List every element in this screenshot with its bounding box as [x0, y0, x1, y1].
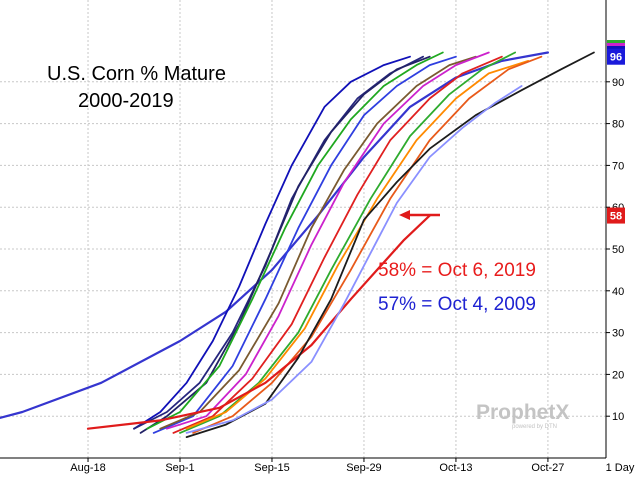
series-line-11 — [185, 60, 530, 430]
series-line-1 — [0, 51, 550, 420]
chart-subtitle: 2000-2019 — [78, 90, 174, 112]
y-tick-label: 70 — [612, 160, 624, 172]
series-line-4 — [139, 55, 431, 434]
series-line-6 — [152, 55, 457, 434]
axis-color-chip — [607, 40, 625, 43]
series-lines — [0, 51, 595, 439]
series-line-7 — [159, 55, 477, 430]
y-tick-label: 90 — [612, 77, 624, 89]
gridlines — [0, 0, 606, 458]
y-tick-label: 30 — [612, 328, 624, 340]
y-tick-label: 80 — [612, 119, 624, 131]
y-tick-label: 50 — [612, 244, 624, 256]
x-tick-label: Oct-13 — [439, 462, 472, 474]
axis-badge — [607, 48, 625, 65]
arrow-annotation — [399, 210, 440, 220]
axis-badge-label: 58 — [610, 211, 622, 223]
annotation-2019: 58% = Oct 6, 2019 — [378, 260, 536, 281]
series-line-10 — [179, 51, 516, 434]
series-line-9 — [172, 55, 503, 434]
y-tick-label: 40 — [612, 286, 624, 298]
annotation-2009: 57% = Oct 4, 2009 — [378, 294, 536, 315]
series-line-15 — [185, 85, 523, 434]
series-line-12 — [192, 55, 543, 434]
axis-badge — [607, 207, 625, 224]
series-line-8 — [165, 51, 490, 430]
x-tick-label: Oct-27 — [531, 462, 564, 474]
axis-badge-label: 96 — [610, 52, 622, 64]
x-tick-label: Sep-15 — [254, 462, 289, 474]
x-tick-label: Sep-29 — [346, 462, 381, 474]
y-tick-label: 10 — [612, 411, 624, 423]
series-line-5 — [146, 51, 444, 430]
watermark-main: ProphetX — [476, 401, 569, 424]
arrow-head — [399, 210, 410, 220]
x-tick-label: Aug-18 — [70, 462, 105, 474]
chart-title: U.S. Corn % Mature — [47, 63, 226, 85]
series-line-2 — [133, 55, 411, 430]
watermark: ProphetX powered by DTN — [476, 401, 569, 430]
y-tick-label: 20 — [612, 369, 624, 381]
axis-color-chip — [607, 46, 625, 49]
x-tick-label: 1 Day — [606, 462, 635, 474]
axis-badges: 96 58 — [607, 40, 625, 224]
axis-color-chip — [607, 43, 625, 46]
watermark-sub: powered by DTN — [512, 424, 557, 430]
series-line-13 — [86, 214, 431, 430]
x-tick-label: Sep-1 — [165, 462, 194, 474]
